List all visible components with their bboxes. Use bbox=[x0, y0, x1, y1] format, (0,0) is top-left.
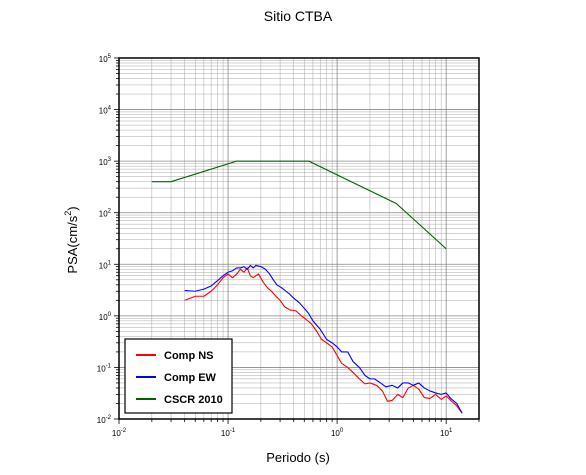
legend-label: CSCR 2010 bbox=[164, 394, 223, 406]
x-tick-label: 10-1 bbox=[221, 428, 236, 438]
series-lines bbox=[151, 160, 463, 414]
series-line-comp-ns bbox=[184, 267, 463, 414]
legend-label: Comp NS bbox=[164, 350, 214, 362]
axis-ticks: 10-2 10-1 100 101 10-2 10-1 100 101 102 103 104 105 bbox=[97, 54, 480, 438]
y-tick-label: 104 bbox=[99, 106, 112, 116]
y-tick-label: 100 bbox=[99, 312, 112, 322]
y-axis-label-close: ) bbox=[65, 206, 80, 210]
y-axis-label-base: PSA(cm/s bbox=[65, 215, 80, 273]
y-tick-label: 10-2 bbox=[97, 415, 112, 425]
y-tick-label: 101 bbox=[99, 260, 112, 270]
y-tick-label: 105 bbox=[99, 54, 112, 64]
x-tick-label: 101 bbox=[440, 428, 453, 438]
x-axis-label: Periodo (s) bbox=[266, 450, 330, 465]
y-axis-label: PSA(cm/s2) bbox=[63, 206, 80, 273]
chart-title: Sitio CTBA bbox=[264, 8, 333, 24]
series-line-comp-ew bbox=[184, 264, 463, 414]
x-tick-label: 10-2 bbox=[112, 428, 127, 438]
legend: Comp NS Comp EW CSCR 2010 bbox=[124, 338, 233, 414]
y-tick-label: 102 bbox=[99, 209, 112, 219]
y-tick-label: 103 bbox=[99, 157, 112, 167]
plot-frame bbox=[118, 57, 480, 420]
series-line-cscr-2010 bbox=[151, 160, 447, 250]
x-tick-label: 100 bbox=[331, 428, 344, 438]
y-axis-label-exponent: 2 bbox=[63, 211, 73, 216]
legend-label: Comp EW bbox=[164, 372, 217, 384]
y-tick-label: 10-1 bbox=[97, 363, 112, 373]
minor-gridlines bbox=[119, 58, 480, 419]
